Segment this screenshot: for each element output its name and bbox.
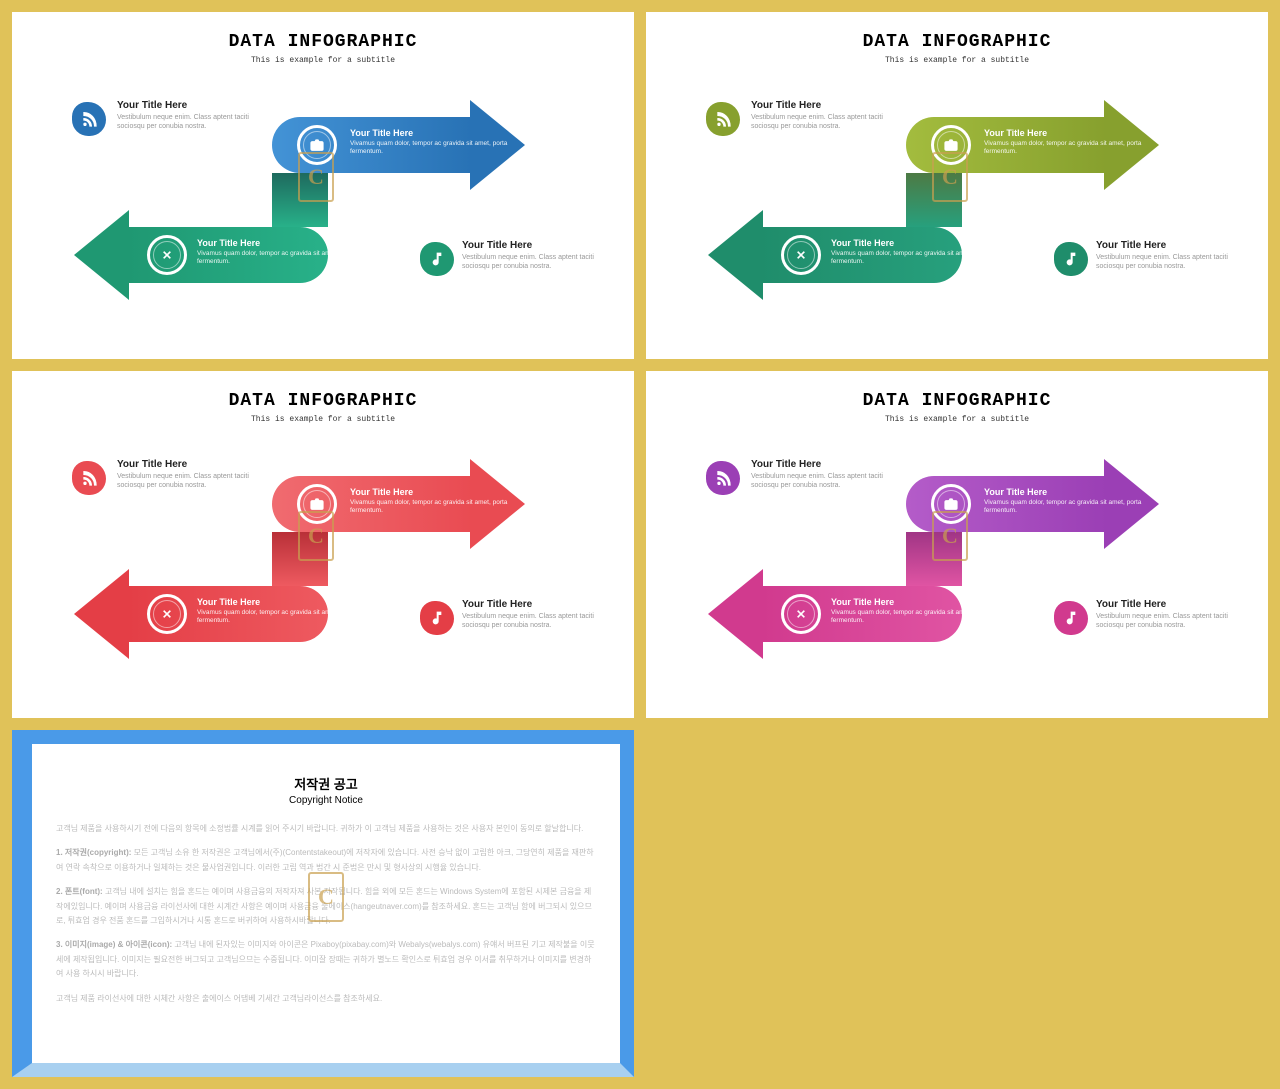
watermark-icon: C — [308, 872, 344, 922]
music-icon — [420, 601, 454, 635]
text-bottom-right: Your Title Here Vestibulum neque enim. C… — [462, 599, 612, 630]
text-bottom-right: Your Title Here Vestibulum neque enim. C… — [1096, 599, 1246, 630]
text-bottom-right: Your Title Here Vestibulum neque enim. C… — [1096, 240, 1246, 271]
slide-1: DATA INFOGRAPHIC This is example for a s… — [12, 12, 634, 359]
arrow-bottom-head — [74, 569, 129, 659]
slide-4: DATA INFOGRAPHIC This is example for a s… — [646, 371, 1268, 718]
empty-cell — [646, 730, 1268, 1077]
slide-title: DATA INFOGRAPHIC — [646, 32, 1268, 52]
arrow-bottom-text: Your Title Here Vivamus quam dolor, temp… — [197, 238, 357, 267]
arrow-bottom-head — [708, 569, 763, 659]
text-top-left: Your Title Here Vestibulum neque enim. C… — [117, 100, 267, 131]
text-bottom-right: Your Title Here Vestibulum neque enim. C… — [462, 240, 612, 271]
slide-subtitle: This is example for a subtitle — [646, 415, 1268, 424]
slide-title: DATA INFOGRAPHIC — [12, 391, 634, 411]
close-icon — [781, 235, 821, 275]
slide-title: DATA INFOGRAPHIC — [12, 32, 634, 52]
rss-icon — [72, 102, 106, 136]
slide-2: DATA INFOGRAPHIC This is example for a s… — [646, 12, 1268, 359]
copyright-title: 저작권 공고 — [56, 774, 596, 793]
arrow-bottom-head — [708, 210, 763, 300]
watermark-icon: C — [298, 152, 334, 202]
watermark-icon: C — [932, 152, 968, 202]
slide-subtitle: This is example for a subtitle — [12, 415, 634, 424]
s-arrow-diagram: Your Title Here Vestibulum neque enim. C… — [696, 82, 1218, 339]
arrow-top-text: Your Title Here Vivamus quam dolor, temp… — [984, 128, 1144, 157]
rss-icon — [72, 461, 106, 495]
arrow-top-text: Your Title Here Vivamus quam dolor, temp… — [350, 487, 510, 516]
watermark-icon: C — [932, 511, 968, 561]
s-arrow-diagram: Your Title Here Vestibulum neque enim. C… — [62, 82, 584, 339]
watermark-icon: C — [298, 511, 334, 561]
text-top-left: Your Title Here Vestibulum neque enim. C… — [751, 100, 901, 131]
slide-subtitle: This is example for a subtitle — [646, 56, 1268, 65]
music-icon — [1054, 601, 1088, 635]
text-top-left: Your Title Here Vestibulum neque enim. C… — [117, 459, 267, 490]
arrow-top-text: Your Title Here Vivamus quam dolor, temp… — [350, 128, 510, 157]
slide-3: DATA INFOGRAPHIC This is example for a s… — [12, 371, 634, 718]
arrow-bottom-text: Your Title Here Vivamus quam dolor, temp… — [831, 597, 991, 626]
music-icon — [1054, 242, 1088, 276]
rss-icon — [706, 102, 740, 136]
copyright-slide: 저작권 공고 Copyright Notice 고객님 제품을 사용하시기 전에… — [12, 730, 634, 1077]
close-icon — [781, 594, 821, 634]
arrow-bottom-text: Your Title Here Vivamus quam dolor, temp… — [831, 238, 991, 267]
arrow-bottom-head — [74, 210, 129, 300]
copyright-subtitle: Copyright Notice — [56, 795, 596, 806]
text-top-left: Your Title Here Vestibulum neque enim. C… — [751, 459, 901, 490]
slide-title: DATA INFOGRAPHIC — [646, 391, 1268, 411]
rss-icon — [706, 461, 740, 495]
s-arrow-diagram: Your Title Here Vestibulum neque enim. C… — [62, 441, 584, 698]
slide-grid: DATA INFOGRAPHIC This is example for a s… — [0, 0, 1280, 1089]
s-arrow-diagram: Your Title Here Vestibulum neque enim. C… — [696, 441, 1218, 698]
arrow-top-text: Your Title Here Vivamus quam dolor, temp… — [984, 487, 1144, 516]
music-icon — [420, 242, 454, 276]
arrow-bottom-text: Your Title Here Vivamus quam dolor, temp… — [197, 597, 357, 626]
close-icon — [147, 235, 187, 275]
close-icon — [147, 594, 187, 634]
slide-subtitle: This is example for a subtitle — [12, 56, 634, 65]
